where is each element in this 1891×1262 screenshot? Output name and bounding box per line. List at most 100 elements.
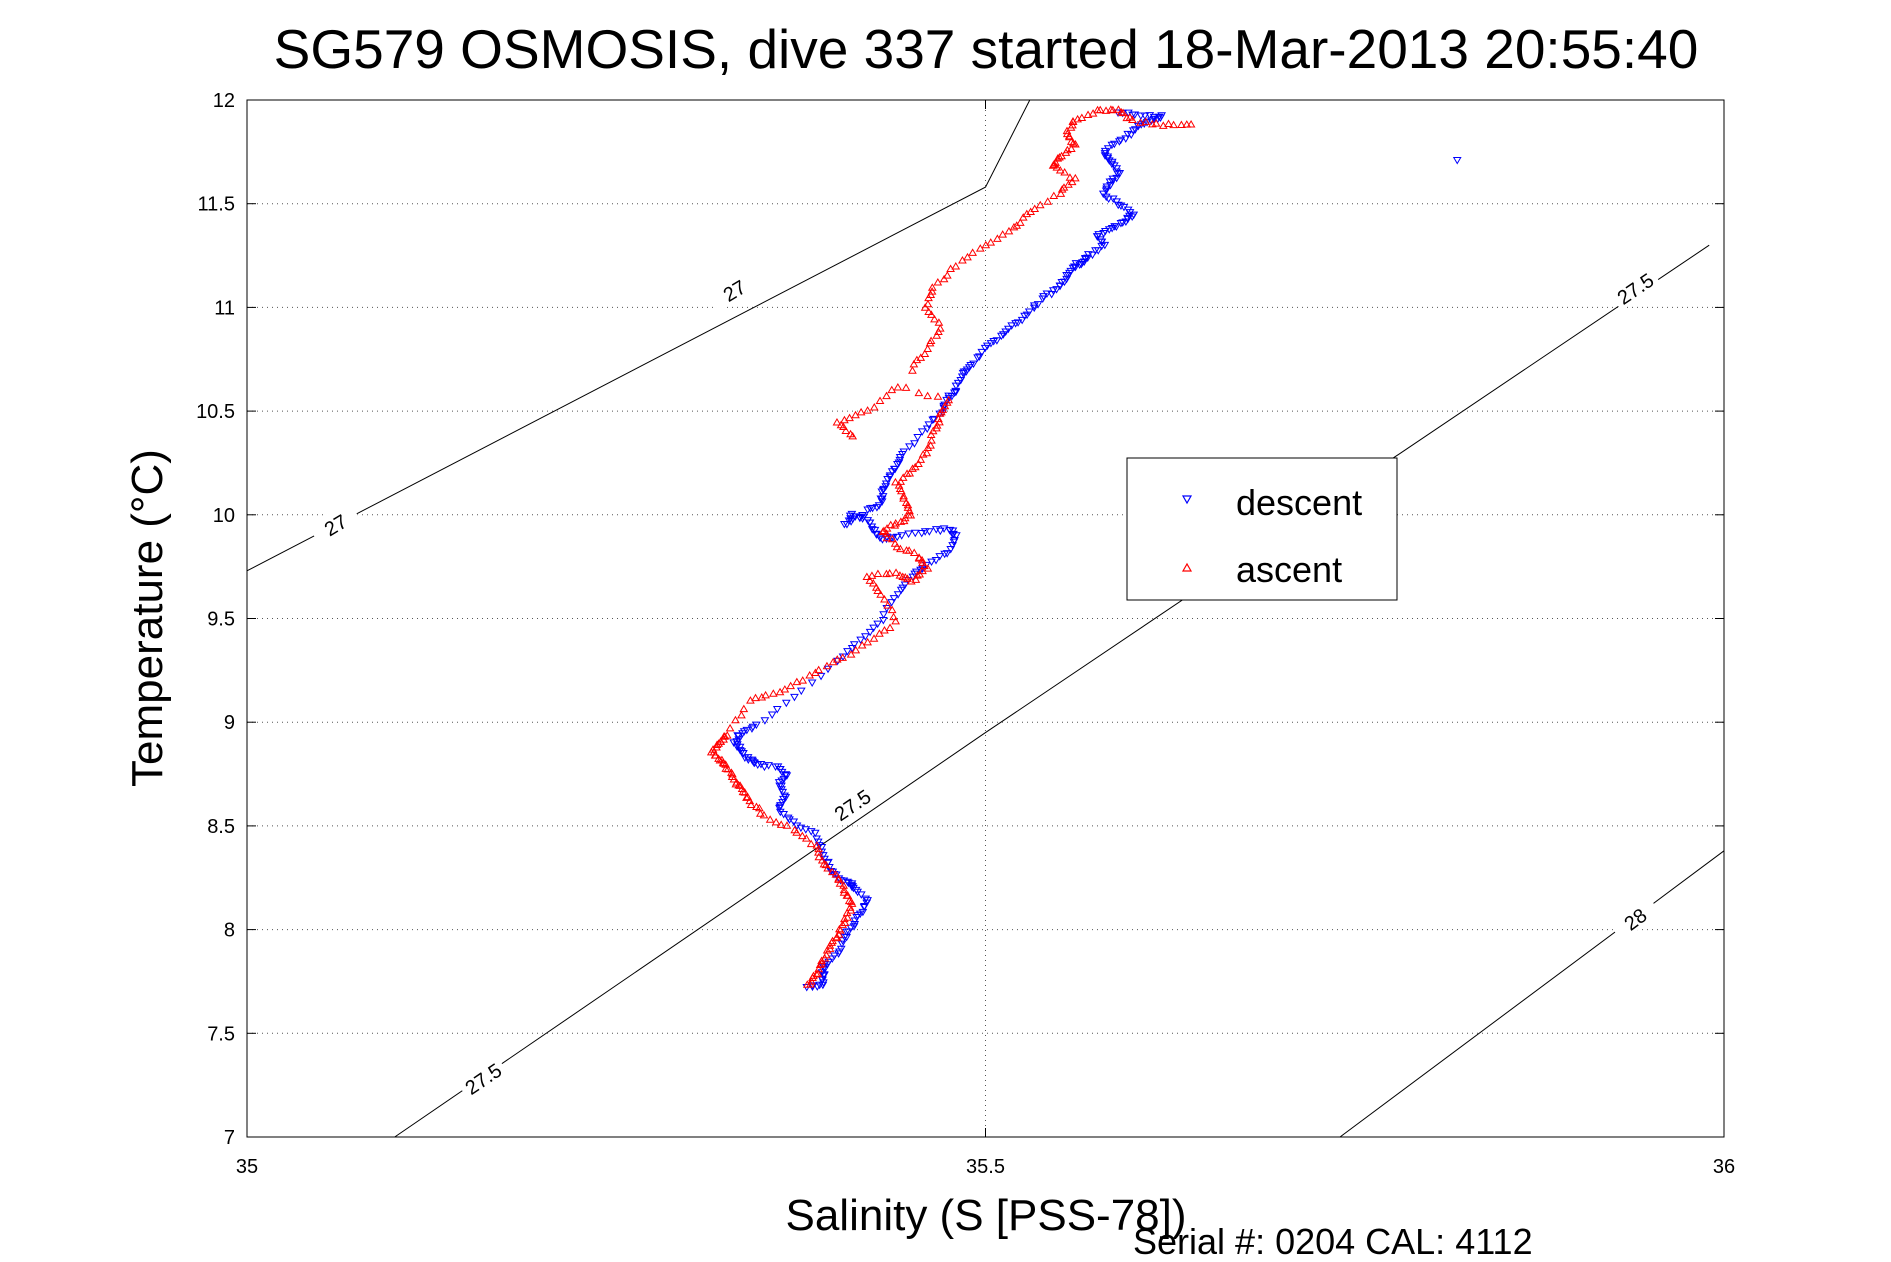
ascent-point <box>839 422 848 430</box>
descent-point <box>847 644 857 653</box>
ascent-point <box>896 477 906 485</box>
descent-point <box>753 761 763 769</box>
ascent-point <box>1141 117 1151 125</box>
descent-point <box>1029 304 1039 313</box>
descent-point <box>740 754 750 762</box>
ascent-point <box>1022 209 1032 218</box>
descent-point <box>953 379 963 388</box>
descent-point <box>838 937 847 945</box>
ascent-point <box>1066 144 1076 152</box>
descent-point <box>824 958 834 967</box>
ascent-point <box>813 969 823 977</box>
ascent-point <box>806 839 816 848</box>
ascent-point <box>722 731 732 739</box>
y-tick-label: 12 <box>213 90 235 112</box>
ascent-point <box>1118 108 1128 117</box>
ascent-point <box>1066 137 1076 145</box>
descent-point <box>931 556 941 565</box>
ascent-point <box>814 844 823 853</box>
descent-point <box>861 895 871 904</box>
legend-ascent-label: ascent <box>1236 549 1342 590</box>
ascent-point <box>1158 121 1168 129</box>
descent-point <box>1108 175 1118 184</box>
ascent-point <box>887 385 897 394</box>
ascent-point <box>822 661 832 670</box>
descent-point <box>856 636 865 645</box>
ascent-point <box>835 879 845 887</box>
descent-point <box>760 717 770 725</box>
ascent-point <box>822 946 832 954</box>
descent-point <box>1075 261 1085 270</box>
ascent-point <box>986 238 996 246</box>
descent-point <box>924 421 934 429</box>
ascent-point <box>782 821 792 829</box>
ascent-point <box>751 693 760 702</box>
descent-point <box>1124 109 1133 118</box>
descent-point <box>935 527 945 536</box>
descent-point <box>1106 181 1115 190</box>
ascent-point <box>926 441 935 449</box>
ascent-point <box>805 671 815 679</box>
y-tick-label: 11 <box>214 297 235 319</box>
ascent-point <box>727 768 736 776</box>
ascent-point <box>885 623 895 631</box>
descent-point <box>843 878 852 887</box>
ascent-point <box>898 473 908 481</box>
descent-point <box>796 687 806 696</box>
ascent-point <box>739 704 749 713</box>
ascent-point <box>1068 138 1078 147</box>
descent-point <box>771 763 780 771</box>
descent-point <box>801 826 811 834</box>
descent-point <box>928 416 938 425</box>
ascent-point <box>715 755 725 764</box>
ascent-point <box>737 710 746 719</box>
ascent-point <box>790 825 800 834</box>
descent-point <box>920 528 930 536</box>
descent-point <box>1452 157 1462 165</box>
descent-point <box>833 657 842 666</box>
ascent-point <box>1095 105 1105 114</box>
ascent-point <box>851 410 860 419</box>
descent-point <box>1083 254 1093 263</box>
ascent-point <box>899 491 909 500</box>
descent-point <box>1055 282 1065 291</box>
descent-point <box>1107 160 1117 169</box>
ascent-point <box>906 510 916 519</box>
ascent-point <box>939 274 949 283</box>
ascent-point <box>880 595 889 603</box>
ascent-point <box>932 331 942 339</box>
ascent-point <box>869 402 879 411</box>
ascent-point <box>708 745 718 753</box>
ascent-point <box>1049 159 1059 168</box>
ascent-point <box>841 426 851 435</box>
y-tick-label: 9.5 <box>207 609 235 631</box>
ascent-point <box>914 388 924 397</box>
descent-point <box>1007 322 1017 330</box>
ascent-point <box>814 964 823 973</box>
ascent-point <box>875 396 885 405</box>
descent-point <box>1003 325 1013 334</box>
descent-point <box>875 534 885 543</box>
descent-point <box>1062 275 1071 284</box>
ascent-point <box>792 677 802 686</box>
ascent-point <box>887 534 897 543</box>
descent-point <box>1029 302 1039 310</box>
descent-point <box>905 443 914 451</box>
ascent-point <box>944 395 954 404</box>
ascent-point <box>720 732 730 740</box>
ascent-point <box>891 568 901 576</box>
ascent-point <box>924 307 934 315</box>
ascent-point <box>832 655 842 663</box>
descent-point <box>939 525 949 533</box>
descent-point <box>1125 212 1134 221</box>
descent-point <box>1140 112 1150 121</box>
ascent-point <box>899 494 908 502</box>
ascent-point <box>863 406 872 414</box>
descent-point <box>847 510 857 519</box>
ascent-point <box>1101 106 1111 114</box>
ascent-point <box>759 810 769 819</box>
ascent-point <box>834 874 844 882</box>
x-axis-label: Salinity (S [PSS-78]) <box>785 1191 1186 1240</box>
ascent-point <box>807 977 816 985</box>
ascent-point <box>963 252 972 261</box>
